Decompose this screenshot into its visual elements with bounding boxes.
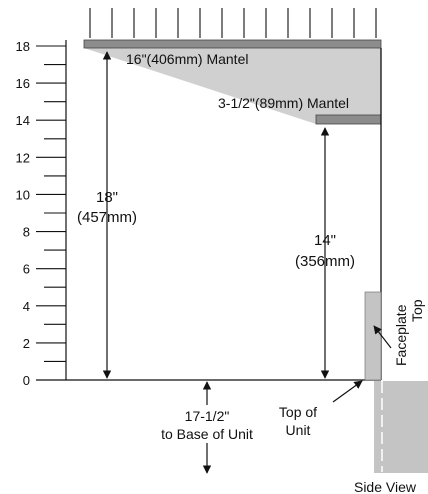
- unit-body: [374, 381, 428, 473]
- tick-label: 14: [16, 113, 30, 128]
- top-of-unit-arrow: [332, 380, 363, 403]
- faceplate-top-arrow: [373, 325, 392, 349]
- faceplate-top-line2: Top: [409, 299, 425, 322]
- tick-label: 18: [16, 39, 30, 54]
- tick-label: 16: [16, 76, 30, 91]
- small-clearance-metric: (356mm): [295, 253, 355, 270]
- large-mantel: [83, 39, 382, 49]
- small-mantel: [315, 114, 382, 125]
- scale-ticks: 0 2 4 6 8 10 12 14 16 18: [16, 39, 66, 388]
- tick-label: 4: [23, 299, 30, 314]
- faceplate: [364, 291, 382, 381]
- tick-label: 2: [23, 336, 30, 351]
- tick-label: 12: [16, 150, 30, 165]
- wall-hatching: [89, 8, 377, 38]
- clearance-shade: [84, 48, 381, 124]
- tick-label: 0: [23, 373, 30, 388]
- below-base-value: 17-1/2": [185, 408, 230, 424]
- faceplate-top-line1: Faceplate: [393, 304, 409, 366]
- faceplate-top-callout: Faceplate Top: [393, 299, 425, 366]
- small-clearance-value: 14": [314, 232, 336, 249]
- side-view-label: Side View: [354, 479, 417, 494]
- tick-label: 6: [23, 262, 30, 277]
- top-of-unit-line1: Top of: [279, 404, 317, 420]
- tick-label: 10: [16, 187, 30, 202]
- below-base-caption: to Base of Unit: [161, 426, 253, 442]
- small-mantel-label: 3-1/2"(89mm) Mantel: [218, 95, 349, 111]
- tick-label: 8: [23, 225, 30, 240]
- large-mantel-label: 16"(406mm) Mantel: [126, 51, 248, 67]
- large-clearance-metric: (457mm): [77, 209, 137, 226]
- top-of-unit-line2: Unit: [286, 422, 311, 438]
- large-clearance-value: 18": [96, 189, 118, 206]
